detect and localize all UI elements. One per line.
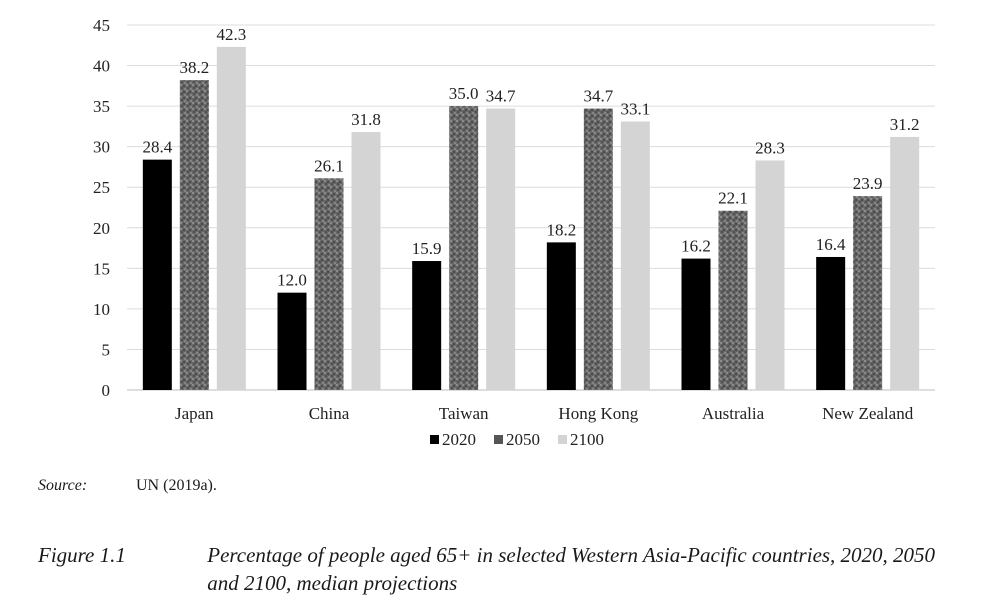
bar-2020-new-zealand (816, 256, 846, 390)
data-label: 28.4 (142, 138, 172, 157)
bar-2020-japan (142, 159, 172, 390)
data-label: 16.2 (681, 237, 711, 256)
bars (142, 46, 920, 391)
data-label: 34.7 (583, 87, 613, 106)
bar-2020-taiwan (412, 261, 442, 390)
bar-chart: 0 5 10 15 20 25 30 35 40 45 28.4 38.2 42.3 12.0 26.1 3… (93, 16, 935, 449)
caption-text: Percentage of people aged 65+ in selecte… (207, 543, 936, 595)
y-tick-label: 20 (93, 219, 110, 238)
x-tick-label: China (309, 404, 350, 423)
legend-label-2100: 2100 (570, 430, 604, 449)
x-axis: Japan China Taiwan Hong Kong Australia New Ze… (175, 404, 914, 423)
y-tick-label: 15 (93, 259, 110, 278)
data-label: 23.9 (853, 174, 883, 193)
legend-label-2050: 2050 (506, 430, 540, 449)
bar-2020-australia (681, 258, 711, 390)
caption-label: Figure 1.1 (38, 543, 126, 567)
y-tick-label: 10 (93, 300, 110, 319)
source-label: Source: (38, 477, 88, 494)
bar-2100-japan (216, 46, 246, 391)
data-label: 42.3 (216, 25, 246, 44)
data-label: 38.2 (179, 58, 209, 77)
bar-2100-china (351, 132, 381, 391)
data-label: 16.4 (816, 235, 846, 254)
legend: 2020 2050 2100 (430, 430, 604, 449)
y-tick-label: 35 (93, 97, 110, 116)
gridlines (127, 24, 935, 391)
data-labels: 28.4 38.2 42.3 12.0 26.1 31.8 15.9 35.0 34.7 18.2… (142, 25, 919, 290)
data-label: 33.1 (620, 100, 650, 119)
bar-2100-new-zealand (890, 136, 920, 390)
data-label: 26.1 (314, 156, 344, 175)
bar-2050-taiwan (449, 106, 479, 390)
y-axis: 0 5 10 15 20 25 30 35 40 45 (93, 16, 110, 400)
data-label: 31.2 (890, 115, 920, 134)
bar-2100-hong-kong (620, 121, 650, 391)
data-label: 31.8 (351, 110, 381, 129)
bar-2050-china (314, 178, 344, 390)
bar-2100-taiwan (486, 108, 516, 391)
data-label: 35.0 (449, 84, 479, 103)
bar-2100-australia (755, 160, 785, 390)
data-label: 28.3 (755, 138, 785, 157)
data-label: 22.1 (718, 189, 748, 208)
legend-swatch-2100 (558, 435, 567, 444)
y-tick-label: 40 (93, 57, 110, 76)
bar-2050-hong-kong (583, 108, 613, 391)
y-tick-label: 30 (93, 138, 110, 157)
y-tick-label: 25 (93, 178, 110, 197)
bar-2050-australia (718, 210, 748, 390)
data-label: 18.2 (546, 220, 576, 239)
legend-label-2020: 2020 (442, 430, 476, 449)
data-label: 12.0 (277, 271, 307, 290)
y-tick-label: 45 (93, 16, 110, 35)
data-label: 34.7 (486, 87, 516, 106)
data-label: 15.9 (412, 239, 442, 258)
legend-swatch-2020 (430, 435, 439, 444)
legend-swatch-2050 (494, 435, 503, 444)
source-note: Source: UN (2019a). (38, 477, 217, 495)
x-tick-label: New Zealand (822, 404, 914, 423)
y-tick-label: 5 (102, 340, 111, 359)
x-tick-label: Hong Kong (558, 404, 638, 423)
bar-2050-japan (179, 80, 209, 391)
y-tick-label: 0 (102, 381, 111, 400)
bar-2050-new-zealand (853, 196, 883, 390)
bar-2020-china (277, 292, 307, 390)
source-text: UN (2019a). (136, 477, 217, 494)
x-tick-label: Australia (702, 404, 765, 423)
bar-2020-hong-kong (546, 242, 576, 390)
figure-caption: Figure 1.1 Percentage of people aged 65+… (38, 541, 967, 597)
x-tick-label: Taiwan (439, 404, 489, 423)
x-tick-label: Japan (175, 404, 214, 423)
